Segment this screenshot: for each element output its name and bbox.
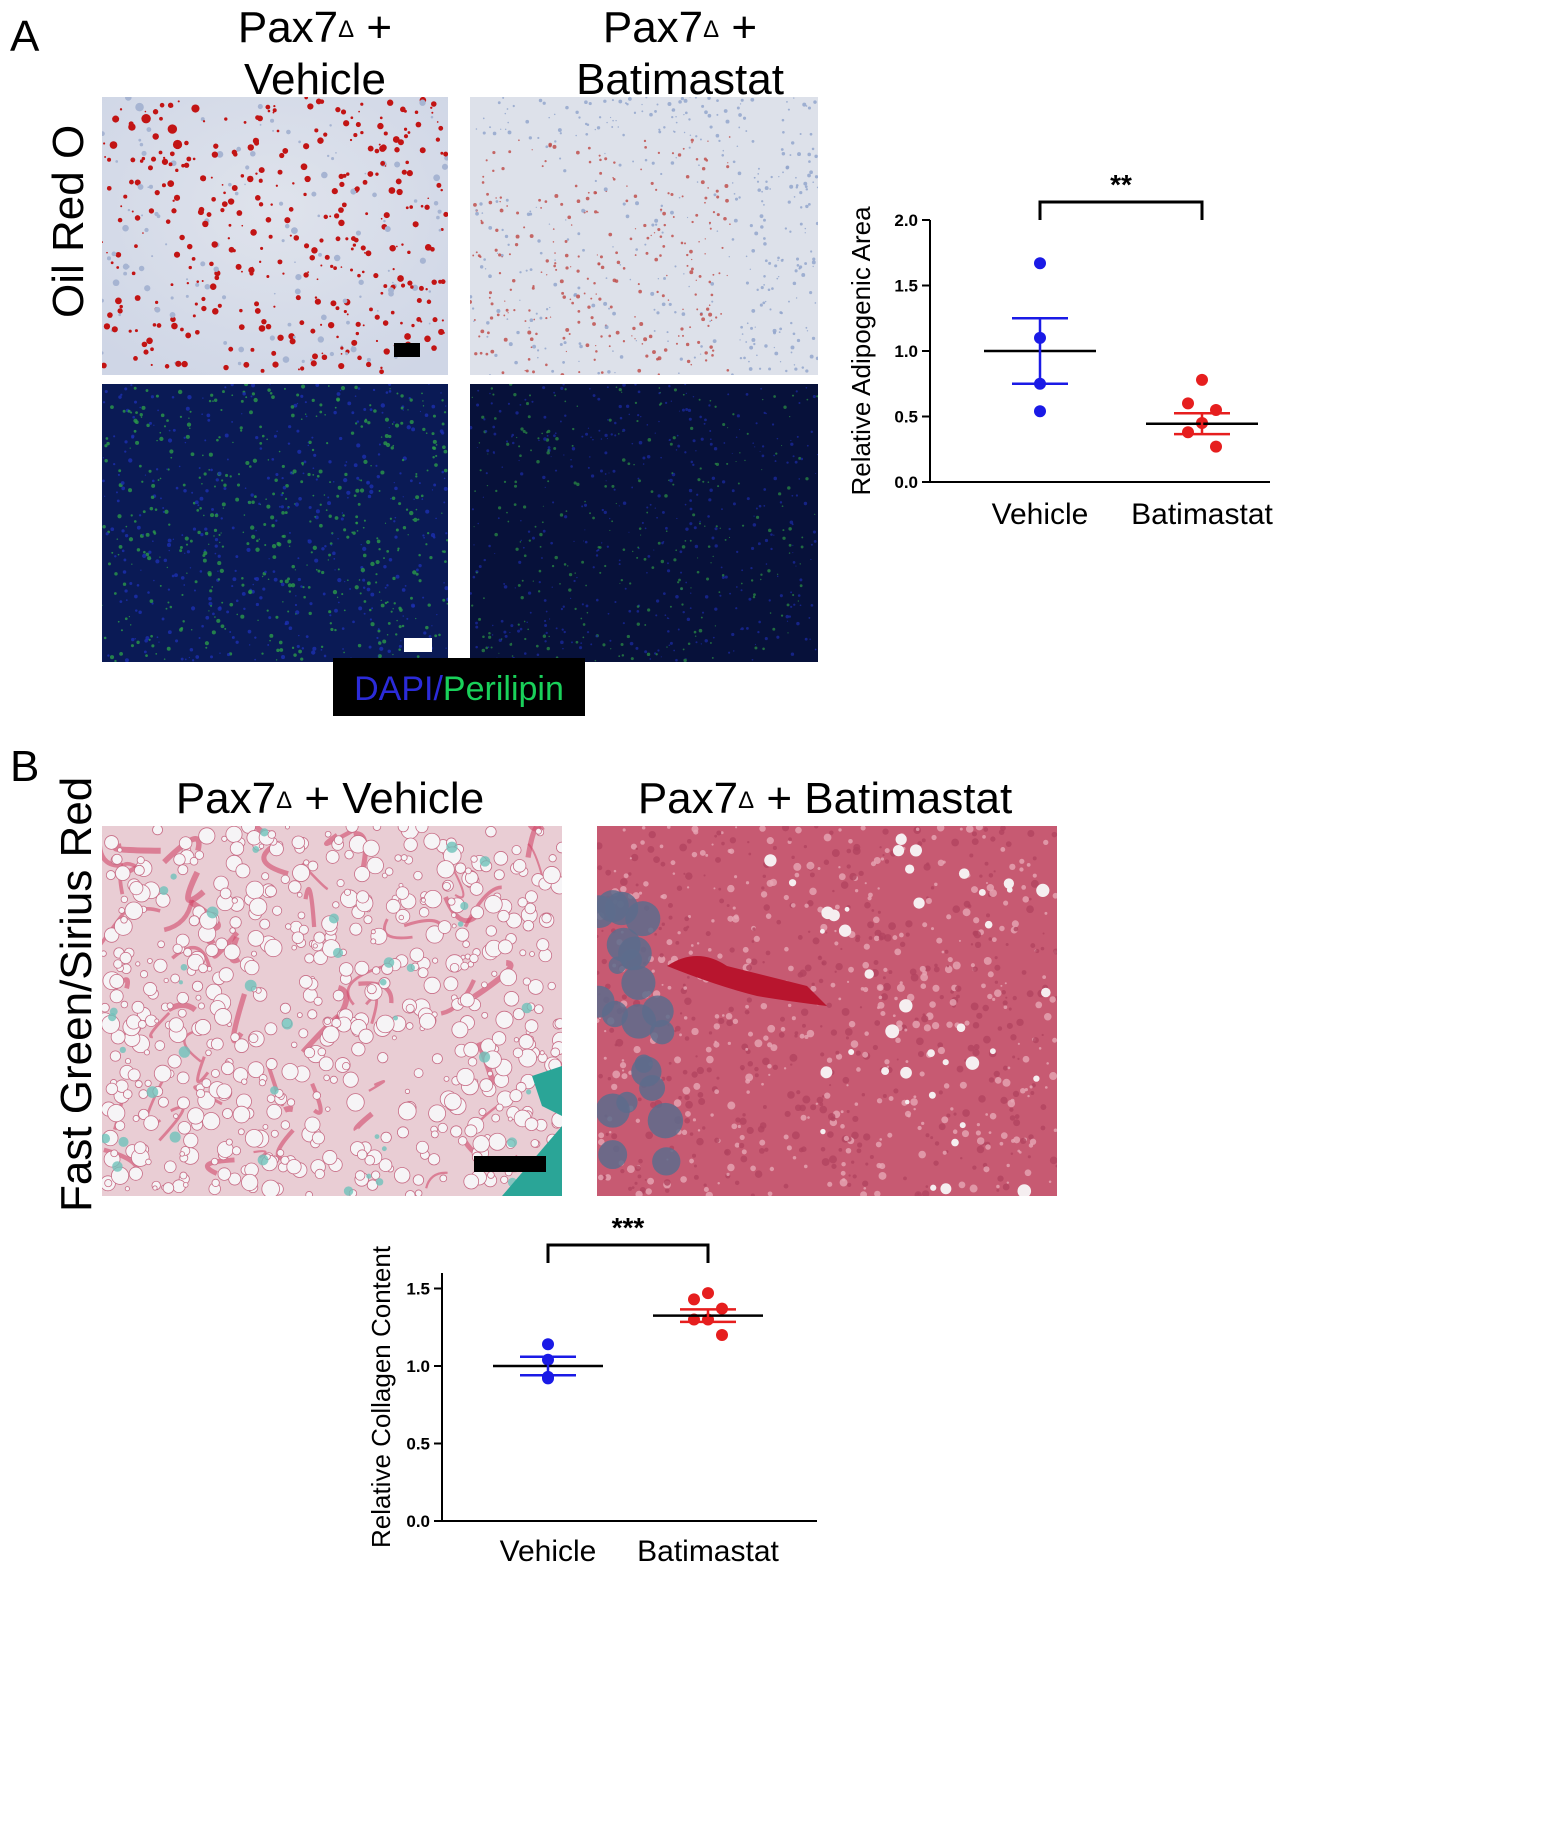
data-point — [702, 1287, 714, 1300]
panel-b-row-label: Fast Green/Sirius Red — [52, 776, 101, 1212]
data-point — [1182, 426, 1194, 439]
data-point — [716, 1329, 728, 1341]
panel-a-letter: A — [10, 12, 40, 61]
scale-bar — [474, 1156, 546, 1172]
panel-b-col2-title: Pax7Δ + Batimastat — [637, 774, 1013, 823]
significance-bracket — [546, 1243, 710, 1263]
oil-red-o-batimastat-image — [470, 97, 818, 375]
data-point — [542, 1338, 554, 1351]
scale-bar — [394, 343, 420, 357]
y-tick-label: 0.0 — [894, 473, 918, 492]
y-tick-label: 0.0 — [406, 1512, 430, 1531]
adipogenic-area-chart: 0.0 0.5 1.0 1.5 2.0 Relative Adipogenic Area V… — [846, 169, 1274, 531]
panel-b-letter: B — [10, 742, 40, 791]
collagen-content-chart: 0.0 0.5 1.0 1.5 Relative Collagen Content Veh… — [366, 1215, 817, 1568]
sirius-red-batimastat-image — [597, 826, 1057, 1196]
stain-legend: DAPI/Perilipin — [333, 658, 585, 716]
significance-label: *** — [612, 1215, 645, 1243]
scale-bar — [404, 638, 432, 652]
y-tick-label: 1.5 — [406, 1280, 430, 1299]
data-point — [1210, 440, 1222, 453]
x-category-label: Vehicle — [992, 498, 1089, 531]
significance-label: ** — [1110, 169, 1132, 200]
data-point — [1034, 257, 1046, 270]
y-axis-label: Relative Collagen Content — [366, 1245, 396, 1548]
data-point — [1196, 373, 1208, 386]
y-axis-label: Relative Adipogenic Area — [846, 206, 876, 496]
panel-a-row-label: Oil Red O — [44, 124, 93, 318]
y-tick-label: 1.0 — [406, 1357, 430, 1376]
panel-a-col2-title: Pax7Δ + Batimastat — [576, 3, 784, 104]
data-point — [1034, 405, 1046, 418]
y-tick-label: 0.5 — [406, 1435, 430, 1454]
y-tick-label: 0.5 — [894, 408, 918, 427]
oil-red-o-vehicle-image — [102, 97, 448, 375]
y-tick-label: 2.0 — [894, 211, 918, 230]
perilipin-legend-label: Perilipin — [442, 670, 564, 708]
x-category-label: Vehicle — [500, 1535, 597, 1568]
significance-bracket — [1038, 200, 1204, 220]
panel-b-col1-title: Pax7Δ + Vehicle — [175, 774, 485, 823]
perilipin-batimastat-image — [470, 384, 818, 662]
panel-a-col1-title: Pax7Δ + Vehicle — [237, 3, 393, 104]
data-point — [1182, 397, 1194, 410]
y-tick-label: 1.0 — [894, 342, 918, 361]
x-category-label: Batimastat — [1131, 498, 1273, 531]
sirius-red-vehicle-image — [102, 826, 562, 1196]
dapi-legend-label: DAPI/ — [354, 670, 443, 708]
perilipin-vehicle-image — [102, 384, 448, 662]
x-category-label: Batimastat — [637, 1535, 779, 1568]
y-tick-label: 1.5 — [894, 277, 918, 296]
data-point — [688, 1293, 700, 1306]
